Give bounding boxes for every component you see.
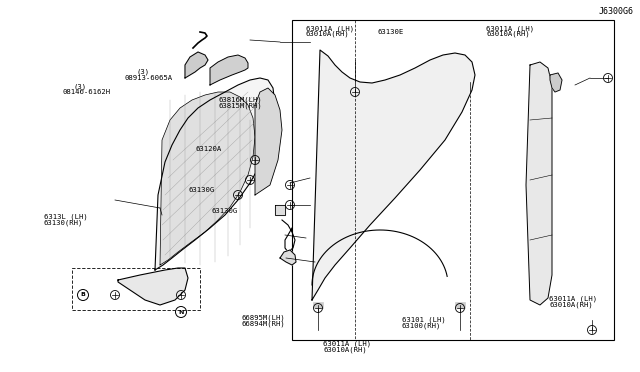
Polygon shape (312, 50, 475, 300)
Polygon shape (526, 62, 552, 305)
Text: 63816M(LH): 63816M(LH) (219, 97, 262, 103)
Text: 63100(RH): 63100(RH) (402, 322, 442, 329)
Text: 63010A(RH): 63010A(RH) (549, 302, 593, 308)
Polygon shape (255, 88, 282, 195)
Text: 63101 (LH): 63101 (LH) (402, 316, 445, 323)
Text: 63130G: 63130G (211, 208, 237, 214)
Text: 08146-6162H: 08146-6162H (63, 89, 111, 95)
Polygon shape (185, 52, 208, 78)
Text: 63130E: 63130E (378, 29, 404, 35)
Text: 66895M(LH): 66895M(LH) (242, 314, 285, 321)
Text: 63010A(RH): 63010A(RH) (306, 31, 349, 38)
Text: 08913-6065A: 08913-6065A (125, 75, 173, 81)
Text: 63010A(RH): 63010A(RH) (323, 346, 367, 353)
Bar (455, 302, 465, 308)
Text: 6313L (LH): 6313L (LH) (44, 213, 87, 220)
Text: J6300G6: J6300G6 (598, 7, 634, 16)
Text: 63011A (LH): 63011A (LH) (306, 25, 354, 32)
Polygon shape (155, 78, 275, 270)
Text: 63010A(RH): 63010A(RH) (486, 31, 530, 38)
Text: B: B (81, 292, 85, 298)
Text: 63011A (LH): 63011A (LH) (323, 340, 371, 347)
Text: 63130G: 63130G (189, 187, 215, 193)
Polygon shape (118, 268, 188, 305)
Text: 66894M(RH): 66894M(RH) (242, 320, 285, 327)
Polygon shape (280, 250, 296, 265)
Bar (292, 20, 614, 340)
Polygon shape (160, 92, 255, 265)
Bar (313, 302, 323, 308)
Text: 63120A: 63120A (195, 146, 221, 152)
Polygon shape (210, 55, 248, 85)
Polygon shape (275, 205, 285, 215)
Text: N: N (179, 310, 184, 314)
Text: 63011A (LH): 63011A (LH) (486, 25, 534, 32)
Text: 63130(RH): 63130(RH) (44, 219, 83, 226)
Text: 63815M(RH): 63815M(RH) (219, 103, 262, 109)
Text: 63011A (LH): 63011A (LH) (549, 296, 597, 302)
Text: (3): (3) (136, 69, 150, 76)
Text: (3): (3) (74, 83, 87, 90)
Polygon shape (550, 73, 562, 92)
